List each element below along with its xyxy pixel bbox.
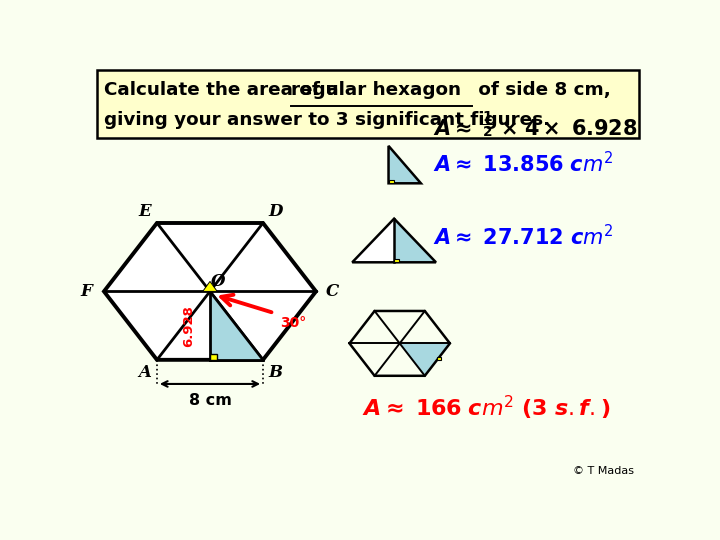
Text: B: B	[269, 364, 282, 381]
Text: F: F	[80, 283, 92, 300]
Text: C: C	[326, 283, 339, 300]
Polygon shape	[437, 357, 441, 360]
Polygon shape	[400, 343, 450, 376]
Polygon shape	[352, 219, 394, 262]
Text: $\boldsymbol{A \approx\ 27.712\ cm^2}$: $\boldsymbol{A \approx\ 27.712\ cm^2}$	[433, 224, 614, 249]
Text: © T Madas: © T Madas	[573, 465, 634, 476]
Text: D: D	[268, 203, 282, 220]
Text: $\mathbf{\times\ 4 \times\ 6.928}$: $\mathbf{\times\ 4 \times\ 6.928}$	[500, 119, 638, 139]
Text: regular hexagon: regular hexagon	[291, 80, 461, 99]
Polygon shape	[394, 259, 399, 262]
Text: E: E	[138, 203, 151, 220]
Text: 30°: 30°	[279, 316, 306, 330]
Polygon shape	[203, 281, 217, 292]
Text: 8 cm: 8 cm	[189, 393, 231, 408]
Text: of side 8 cm,: of side 8 cm,	[472, 80, 611, 99]
Text: $\boldsymbol{A \approx\ 166\ cm^2\ (3\ s.f.)}$: $\boldsymbol{A \approx\ 166\ cm^2\ (3\ s…	[362, 394, 611, 422]
Text: 6.928: 6.928	[182, 305, 195, 347]
FancyBboxPatch shape	[96, 70, 639, 138]
Text: $\boldsymbol{A \approx}$: $\boldsymbol{A \approx}$	[433, 119, 472, 139]
Polygon shape	[210, 354, 217, 360]
Text: $\boldsymbol{A \approx\ 13.856\ cm^2}$: $\boldsymbol{A \approx\ 13.856\ cm^2}$	[433, 151, 613, 177]
Text: giving your answer to 3 significant figures.: giving your answer to 3 significant figu…	[104, 111, 550, 129]
Text: A: A	[138, 364, 151, 381]
Text: Calculate the area of a: Calculate the area of a	[104, 80, 345, 99]
Polygon shape	[210, 292, 263, 360]
Text: $\mathbf{\frac{1}{2}}$: $\mathbf{\frac{1}{2}}$	[482, 110, 494, 140]
Polygon shape	[104, 223, 316, 360]
Polygon shape	[389, 146, 421, 183]
Polygon shape	[394, 219, 436, 262]
Text: O: O	[210, 273, 225, 289]
Polygon shape	[389, 180, 394, 183]
